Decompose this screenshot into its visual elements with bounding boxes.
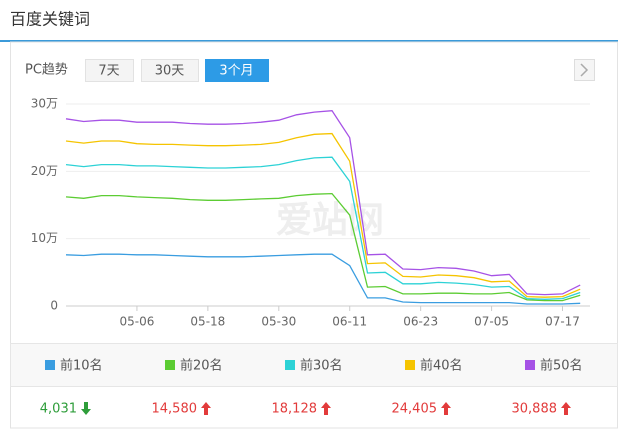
- next-icon: [580, 63, 589, 77]
- legend-label: 前40名: [420, 358, 463, 374]
- legend-label: 前30名: [300, 358, 343, 374]
- tab-text: 30天: [155, 64, 185, 79]
- trend-up: [561, 402, 571, 415]
- tab-text: 3个月: [219, 64, 253, 79]
- next-button[interactable]: [574, 59, 595, 81]
- x-tick-label: 06-23: [403, 315, 438, 329]
- y-tick-label: 0: [50, 299, 58, 313]
- legend-swatch: [405, 360, 415, 370]
- trend-up: [441, 402, 451, 415]
- x-tick-label: 05-18: [190, 315, 225, 329]
- y-tick-label: 30万: [31, 97, 58, 111]
- trend-down: [81, 402, 91, 415]
- summary-value: 14,580: [152, 402, 198, 417]
- watermark: 爱站网: [276, 200, 384, 241]
- tab[interactable]: [141, 59, 199, 82]
- x-tick-label: 05-06: [119, 315, 154, 329]
- series-line: [65, 110, 581, 296]
- legend-label: 前10名: [60, 358, 103, 374]
- legend-label: 前20名: [180, 358, 223, 374]
- y-tick-label: 10万: [31, 231, 58, 245]
- series-line: [65, 253, 581, 305]
- x-tick-label: 05-30: [261, 315, 296, 329]
- legend-swatch: [285, 360, 295, 370]
- tab-text: 7天: [98, 64, 119, 79]
- x-tick-label: 07-05: [474, 315, 509, 329]
- x-tick-label: 06-11: [332, 315, 367, 329]
- tab-label: PC趋势: [25, 62, 68, 78]
- trend-up: [201, 402, 211, 415]
- x-tick-label: 07-17: [545, 315, 580, 329]
- series-line: [65, 156, 581, 300]
- series-line: [65, 132, 581, 298]
- trend-up: [321, 402, 331, 415]
- legend-bar: [10, 343, 618, 387]
- tab[interactable]: [85, 59, 134, 82]
- legend-swatch: [45, 360, 55, 370]
- widget-title: 百度关键词: [10, 10, 90, 29]
- summary-value: 30,888: [512, 402, 558, 417]
- summary-value: 24,405: [392, 402, 438, 417]
- legend-label: 前50名: [540, 358, 583, 374]
- summary-value: 18,128: [272, 402, 318, 417]
- tab[interactable]: [205, 59, 269, 82]
- legend-swatch: [525, 360, 535, 370]
- legend-swatch: [165, 360, 175, 370]
- series-line: [65, 192, 581, 302]
- y-tick-label: 20万: [31, 164, 58, 178]
- title-rule: [0, 40, 618, 42]
- summary-value: 4,031: [40, 402, 77, 417]
